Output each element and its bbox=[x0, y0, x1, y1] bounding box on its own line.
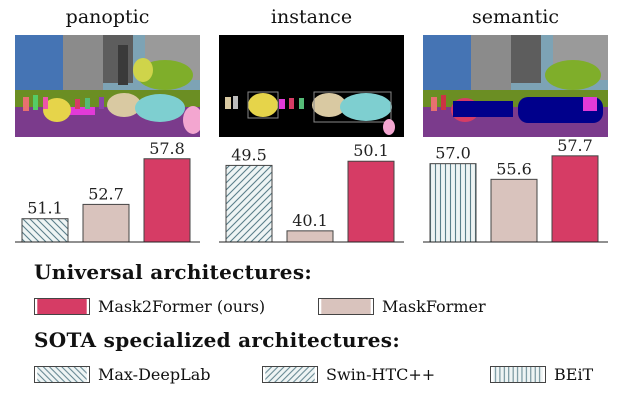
sota-architectures-heading: SOTA specialized architectures: bbox=[34, 328, 400, 352]
bar-semantic-1 bbox=[490, 178, 538, 243]
data-label-semantic-0: 57.0 bbox=[435, 144, 471, 163]
data-label-instance-1: 40.1 bbox=[292, 211, 328, 230]
panel-title: panoptic bbox=[65, 6, 150, 28]
instance-bar-chart: 49.5 40.1 50.1 bbox=[219, 141, 404, 243]
data-label-instance-2: 50.1 bbox=[353, 141, 389, 160]
semantic-bar-chart: 57.0 55.6 57.7 bbox=[423, 136, 608, 243]
legend-item-maskformer: MaskFormer bbox=[318, 295, 486, 317]
bar-instance-1 bbox=[286, 230, 334, 243]
legend-label: Max-DeepLab bbox=[98, 364, 211, 384]
legend-item-mask2former: Mask2Former (ours) bbox=[34, 295, 265, 317]
panel-title: instance bbox=[270, 6, 353, 28]
instance-segmentation-image bbox=[219, 35, 404, 137]
bar-instance-0 bbox=[225, 164, 273, 243]
maskformer-swatch bbox=[318, 297, 374, 315]
bar-panoptic-2 bbox=[143, 158, 191, 243]
panoptic-segmentation-image bbox=[15, 35, 200, 137]
data-label-panoptic-2: 57.8 bbox=[149, 139, 185, 158]
data-label-panoptic-1: 52.7 bbox=[88, 184, 124, 203]
semantic-segmentation-image bbox=[423, 35, 608, 137]
universal-architectures-heading: Universal architectures: bbox=[34, 260, 313, 284]
swin-htc-swatch bbox=[262, 365, 318, 383]
bar-panoptic-1 bbox=[82, 203, 130, 243]
panel-title: semantic bbox=[472, 6, 559, 28]
legend-item-beit: BEiT bbox=[490, 363, 593, 385]
legend-item-swin-htc: Swin-HTC++ bbox=[262, 363, 435, 385]
max-deeplab-swatch bbox=[34, 365, 90, 383]
data-label-semantic-2: 57.7 bbox=[557, 136, 593, 155]
data-label-panoptic-0: 51.1 bbox=[27, 199, 63, 218]
bar-instance-2 bbox=[347, 160, 395, 243]
bar-panoptic-0 bbox=[21, 218, 69, 243]
data-label-instance-0: 49.5 bbox=[231, 145, 267, 164]
legend-label: Mask2Former (ours) bbox=[98, 296, 266, 316]
mask2former-swatch bbox=[34, 297, 90, 315]
data-label-semantic-1: 55.6 bbox=[496, 159, 532, 178]
bar-semantic-0 bbox=[429, 163, 477, 243]
legend-item-max-deeplab: Max-DeepLab bbox=[34, 363, 210, 385]
legend-label: MaskFormer bbox=[382, 296, 486, 316]
legend-label: Swin-HTC++ bbox=[326, 364, 436, 384]
bar-semantic-2 bbox=[551, 155, 599, 243]
legend-label: BEiT bbox=[554, 364, 594, 384]
panoptic-bar-chart: 51.1 52.7 57.8 bbox=[15, 139, 200, 243]
beit-swatch bbox=[490, 365, 546, 383]
